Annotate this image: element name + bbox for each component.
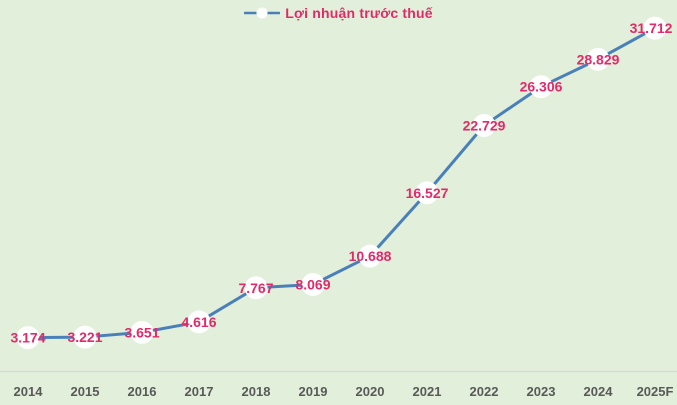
data-point-marker-2016[interactable] <box>130 320 154 344</box>
data-point-marker-2014[interactable] <box>16 326 40 350</box>
x-axis-label-2018: 2018 <box>242 384 271 399</box>
x-axis-label-2017: 2017 <box>185 384 214 399</box>
legend[interactable]: Lợi nhuận trước thuế <box>0 5 677 21</box>
x-axis-label-2014: 2014 <box>14 384 44 399</box>
x-axis-label-2022: 2022 <box>470 384 499 399</box>
data-point-marker-2017[interactable] <box>187 310 211 334</box>
data-label-2018: 7.767 <box>238 280 273 296</box>
legend-label: Lợi nhuận trước thuế <box>285 5 433 21</box>
data-label-2016: 3.651 <box>124 324 159 340</box>
x-axis-label-2020: 2020 <box>356 384 385 399</box>
data-point-marker-2020[interactable] <box>358 244 382 268</box>
legend-line-marker-icon <box>244 7 281 19</box>
data-label-2022: 22.729 <box>463 117 506 133</box>
x-axis-label-2016: 2016 <box>128 384 157 399</box>
data-point-marker-2019[interactable] <box>301 272 325 296</box>
x-axis-label-2015: 2015 <box>71 384 100 399</box>
data-point-marker-2022[interactable] <box>472 113 496 137</box>
data-label-2024: 28.829 <box>577 51 620 67</box>
x-axis-label-2024: 2024 <box>584 384 614 399</box>
data-point-marker-2025F[interactable] <box>643 16 667 40</box>
x-axis-label-2023: 2023 <box>527 384 556 399</box>
data-point-marker-2024[interactable] <box>586 47 610 71</box>
x-axis-label-2021: 2021 <box>413 384 442 399</box>
data-label-2021: 16.527 <box>406 185 449 201</box>
data-label-2017: 4.616 <box>181 314 216 330</box>
data-point-marker-2018[interactable] <box>244 276 268 300</box>
x-axis-label-2019: 2019 <box>299 384 328 399</box>
data-point-marker-2021[interactable] <box>415 181 439 205</box>
data-point-marker-2015[interactable] <box>73 325 97 349</box>
data-label-2025F: 31.712 <box>630 20 673 36</box>
data-label-2015: 3.221 <box>67 329 102 345</box>
data-point-marker-2023[interactable] <box>529 75 553 99</box>
series-line <box>26 26 657 340</box>
data-label-2023: 26.306 <box>520 79 563 95</box>
x-axis-label-2025F: 2025F <box>637 384 674 399</box>
data-label-2019: 8.069 <box>295 276 330 292</box>
data-label-2020: 10.688 <box>349 248 392 264</box>
data-label-2014: 3.174 <box>10 330 45 346</box>
